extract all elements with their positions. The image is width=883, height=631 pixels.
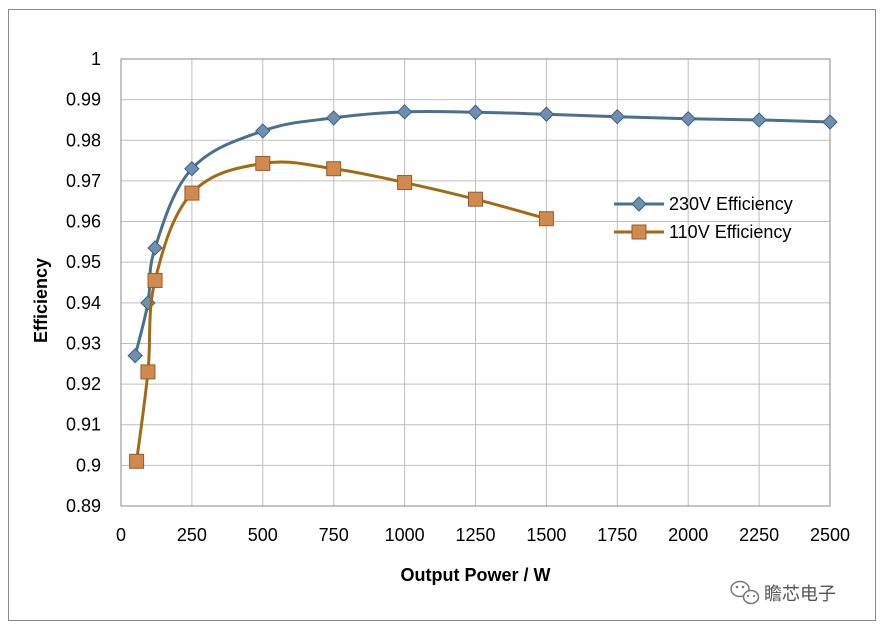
data-point-230v	[538, 106, 555, 122]
y-axis-ticks: 0.89 0.9 0.91 0.92 0.93 0.94 0.95 0.96 0.97 0.98 0…	[66, 49, 101, 516]
data-point-110v	[140, 364, 156, 380]
data-point-230v	[255, 123, 271, 139]
y-tick-label: 0.95	[66, 252, 101, 272]
data-point-230v	[609, 108, 626, 125]
data-point-110v	[255, 155, 271, 171]
y-tick-label: 0.93	[66, 333, 101, 353]
grid	[120, 58, 831, 507]
data-point-110v	[147, 272, 163, 288]
x-tick-label: 2000	[668, 525, 708, 545]
y-tick-label: 0.91	[66, 415, 101, 435]
data-point-230v	[822, 114, 838, 130]
x-tick-label: 1000	[385, 525, 425, 545]
y-tick-label: 0.89	[66, 496, 101, 516]
data-point-230v	[467, 104, 484, 120]
y-tick-label: 0.99	[66, 90, 101, 110]
x-tick-label: 1250	[455, 525, 495, 545]
x-tick-label: 750	[319, 525, 349, 545]
data-point-110v	[468, 191, 483, 207]
x-tick-label: 0	[116, 525, 126, 545]
data-point-230v	[396, 104, 413, 120]
series-layer	[127, 104, 838, 469]
data-point-230v	[751, 112, 767, 128]
data-point-230v	[325, 110, 342, 126]
x-tick-label: 1500	[526, 525, 566, 545]
legend: 230V Efficiency 110V Efficiency	[614, 194, 793, 242]
watermark-text: 瞻芯电子	[764, 584, 836, 605]
legend-label-110v: 110V Efficiency	[669, 222, 791, 242]
legend-item-110v: 110V Efficiency	[614, 222, 791, 242]
legend-marker-230v	[631, 196, 647, 212]
data-point-110v	[184, 185, 200, 201]
x-tick-label: 2250	[739, 525, 779, 545]
y-tick-label: 0.9	[76, 455, 101, 475]
x-axis-ticks: 0 250 500 750 1000 1250 1500 1750 2000 2250 2500	[116, 525, 850, 545]
wechat-icon	[730, 580, 760, 605]
data-point-110v	[397, 175, 413, 191]
plot-area	[120, 58, 831, 507]
data-point-110v	[129, 453, 145, 469]
data-point-110v	[326, 161, 342, 177]
y-tick-label: 1	[91, 49, 101, 69]
watermark: 瞻芯电子	[730, 580, 836, 605]
x-tick-label: 500	[248, 525, 278, 545]
legend-marker-110v	[631, 224, 647, 240]
legend-item-230v: 230V Efficiency	[614, 194, 793, 214]
y-tick-label: 0.94	[66, 293, 101, 313]
x-tick-label: 1750	[597, 525, 637, 545]
y-tick-label: 0.97	[66, 171, 101, 191]
data-point-110v	[538, 211, 554, 227]
data-point-230v	[127, 347, 143, 364]
y-tick-label: 0.92	[66, 374, 101, 394]
x-tick-label: 250	[177, 525, 207, 545]
x-tick-label: 2500	[810, 525, 850, 545]
data-point-230v	[147, 240, 163, 256]
y-tick-label: 0.98	[66, 130, 101, 150]
data-point-230v	[184, 161, 200, 177]
series-line-110v	[135, 160, 547, 462]
x-axis-title: Output Power / W	[401, 565, 551, 585]
data-point-230v	[680, 111, 696, 127]
y-axis-title: Efficiency	[31, 258, 51, 343]
legend-label-230v: 230V Efficiency	[669, 194, 793, 214]
y-tick-label: 0.96	[66, 212, 101, 232]
